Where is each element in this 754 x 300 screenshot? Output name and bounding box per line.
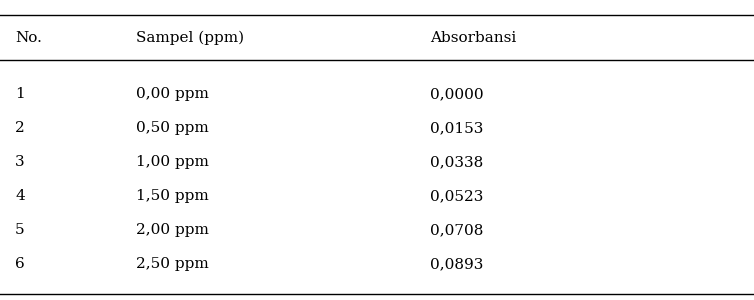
- Text: 0,0893: 0,0893: [430, 257, 483, 271]
- Text: 0,0153: 0,0153: [430, 122, 483, 135]
- Text: 1: 1: [15, 88, 25, 101]
- Text: 3: 3: [15, 155, 25, 169]
- Text: 0,50 ppm: 0,50 ppm: [136, 122, 208, 135]
- Text: 0,00 ppm: 0,00 ppm: [136, 88, 209, 101]
- Text: 4: 4: [15, 189, 25, 203]
- Text: Sampel (ppm): Sampel (ppm): [136, 30, 244, 45]
- Text: 5: 5: [15, 223, 25, 237]
- Text: 2,50 ppm: 2,50 ppm: [136, 257, 208, 271]
- Text: No.: No.: [15, 31, 42, 44]
- Text: 0,0000: 0,0000: [430, 88, 483, 101]
- Text: 2: 2: [15, 122, 25, 135]
- Text: 0,0523: 0,0523: [430, 189, 483, 203]
- Text: 2,00 ppm: 2,00 ppm: [136, 223, 209, 237]
- Text: 0,0338: 0,0338: [430, 155, 483, 169]
- Text: Absorbansi: Absorbansi: [430, 31, 516, 44]
- Text: 6: 6: [15, 257, 25, 271]
- Text: 1,50 ppm: 1,50 ppm: [136, 189, 208, 203]
- Text: 0,0708: 0,0708: [430, 223, 483, 237]
- Text: 1,00 ppm: 1,00 ppm: [136, 155, 209, 169]
